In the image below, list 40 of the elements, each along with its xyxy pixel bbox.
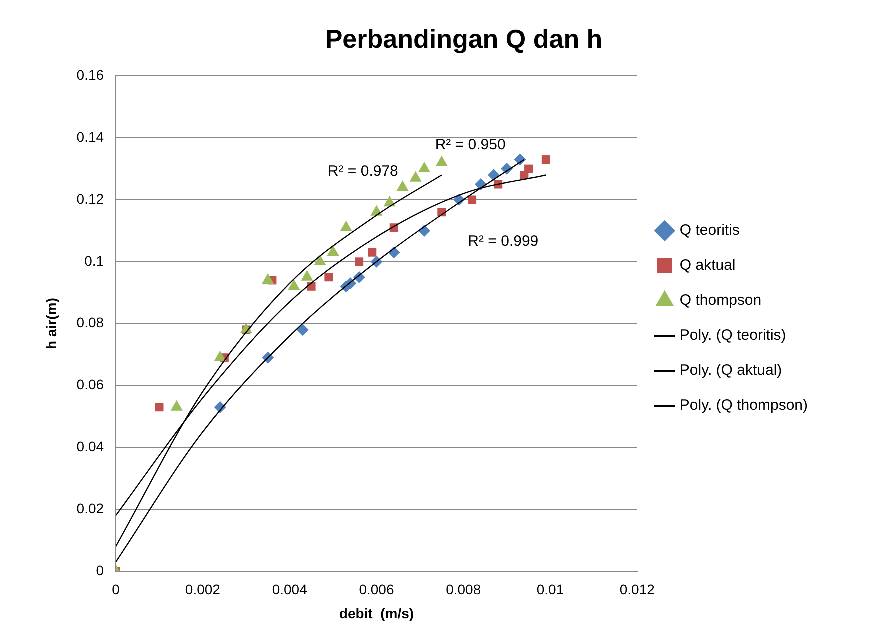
point — [288, 280, 300, 290]
y-tick-label: 0.04 — [76, 438, 104, 454]
point — [542, 156, 550, 164]
point — [468, 196, 477, 204]
y-tick-label: 0.12 — [76, 190, 104, 207]
x-tick-label: 0.006 — [359, 582, 394, 598]
y-tick-label: 0.02 — [76, 500, 104, 516]
x-tick-label: 0.004 — [272, 582, 308, 598]
x-tick-label: 0.008 — [446, 582, 482, 598]
point — [324, 273, 334, 282]
legend-label: Q aktual — [680, 257, 736, 274]
annotation: R² = 0.950 — [435, 136, 506, 154]
point — [170, 400, 183, 411]
x-tick-label: 0.012 — [620, 582, 656, 598]
y-tick-label: 0.14 — [76, 128, 104, 145]
legend-label: Poly. (Q teoritis) — [680, 327, 786, 344]
legend-label: Poly. (Q aktual) — [680, 362, 782, 380]
point — [355, 258, 364, 266]
point — [155, 403, 164, 412]
legend-label: Q thompson — [680, 292, 762, 310]
x-tick-label: 0.01 — [536, 582, 564, 598]
y-tick-label: 0.1 — [84, 252, 104, 269]
y-tick-label: 0.06 — [76, 376, 104, 393]
point — [524, 164, 534, 174]
point — [296, 324, 309, 336]
y-axis-title: h air(m) — [43, 298, 60, 350]
point — [214, 350, 226, 362]
x-tick-label: 0.002 — [185, 582, 221, 598]
y-tick-label: 0.08 — [76, 314, 104, 331]
chart-title: Perbandingan Q dan h — [325, 24, 603, 54]
x-tick-label: 0 — [112, 582, 120, 598]
annotation: R² = 0.999 — [468, 233, 539, 250]
x-axis-title: debit (m/s) — [339, 605, 414, 622]
annotation: R² = 0.978 — [328, 162, 398, 180]
y-tick-label: 0.16 — [76, 67, 104, 84]
legend-label: Q teoritis — [680, 222, 740, 240]
legend-label: Poly. (Q thompson) — [680, 397, 808, 414]
y-tick-label: 0 — [96, 562, 104, 578]
point — [327, 246, 340, 256]
point — [368, 248, 377, 257]
